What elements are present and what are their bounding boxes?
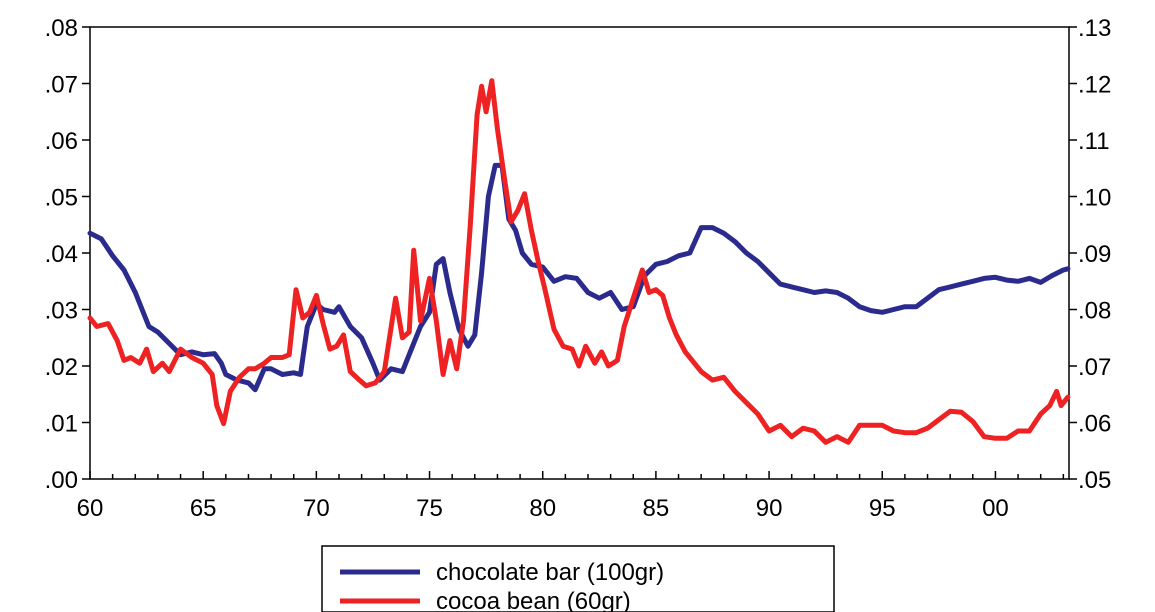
y-right-tick-label: .07 [1078,354,1111,381]
y-right-tick-label: .11 [1078,128,1110,155]
y-right-tick-label: .13 [1078,15,1111,42]
x-tick-label: 65 [190,495,217,522]
y-left-tick-label: .05 [45,185,78,212]
x-tick-label: 00 [982,495,1009,522]
x-tick-label: 90 [756,495,783,522]
series-layer [87,78,1071,445]
y-right-tick-label: .12 [1078,72,1111,99]
legend: chocolate bar (100gr) cocoa bean (60gr) [321,545,835,612]
y-right-tick-label: .09 [1078,241,1111,268]
y-right-tick-label: .08 [1078,298,1111,325]
x-tick-label: 85 [643,495,670,522]
y-right-tick-label: .06 [1078,411,1111,438]
x-tick-label: 60 [77,495,104,522]
legend-label-cocoa: cocoa bean (60gr) [436,588,631,612]
legend-label-chocolate: chocolate bar (100gr) [436,559,664,586]
x-tick-label: 95 [869,495,896,522]
x-tick-label: 70 [303,495,330,522]
axis-ticks: .00 .01 .02 .03 .04 .05 .06 .07 .08 .05 .06 .07 .08.… [45,15,1112,522]
y-left-tick-label: .04 [45,241,78,268]
series-line-0 [87,162,1071,393]
series-line-1 [87,78,1071,445]
y-right-tick-label: .10 [1078,185,1111,212]
y-left-tick-label: .03 [45,298,78,325]
y-left-tick-label: .00 [45,467,78,494]
y-right-tick-label: .05 [1078,467,1111,494]
x-tick-label: 75 [416,495,443,522]
y-left-tick-label: .02 [45,354,78,381]
y-left-tick-label: .08 [45,15,78,42]
y-left-tick-label: .07 [45,72,78,99]
y-left-tick-label: .01 [45,411,78,438]
x-tick-label: 80 [529,495,556,522]
y-left-tick-label: .06 [45,128,78,155]
